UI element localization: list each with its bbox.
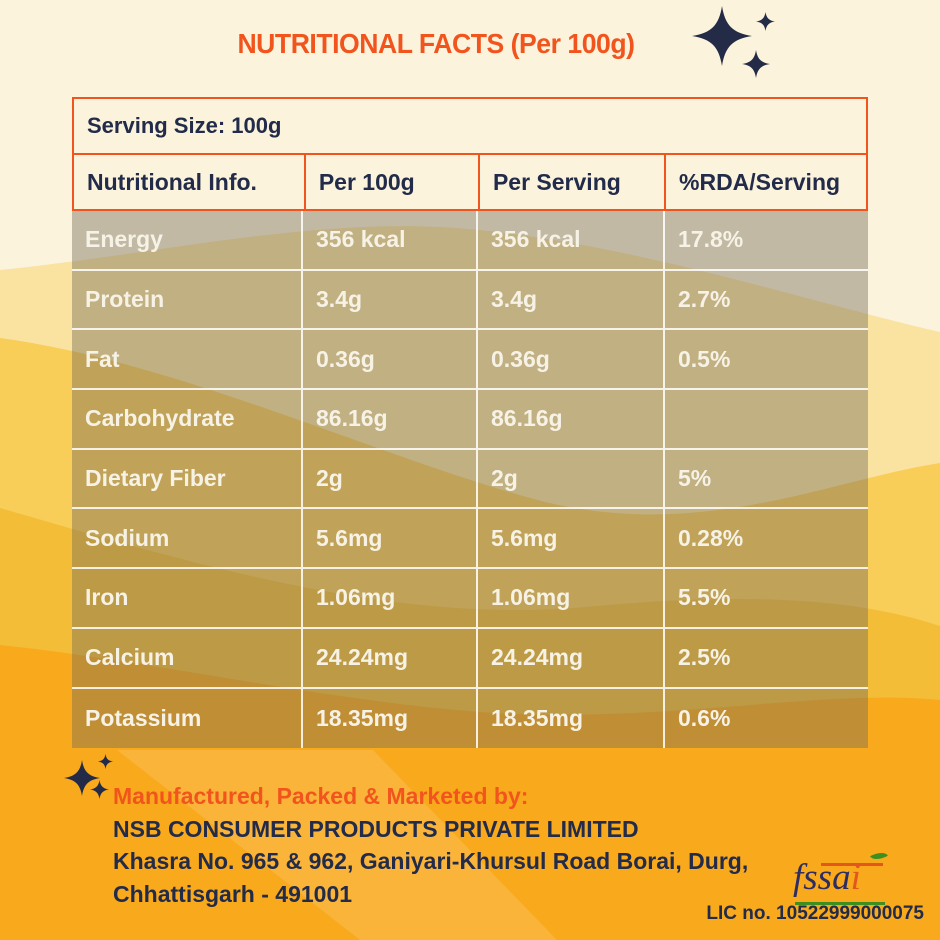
nutrient-per-serving: 3.4g	[478, 270, 665, 331]
nutrient-rda	[665, 390, 868, 450]
serving-size-row: Serving Size: 100g	[72, 97, 868, 155]
nutrient-per-100g: 3.4g	[303, 270, 478, 331]
table-row: Calcium 24.24mg 24.24mg 2.5%	[72, 628, 868, 689]
nutrient-per-100g: 86.16g	[303, 390, 478, 450]
table-row: Sodium 5.6mg 5.6mg 0.28%	[72, 509, 868, 570]
nutrient-name: Energy	[72, 211, 303, 271]
table-header-row: Nutritional Info. Per 100g Per Serving %…	[72, 153, 868, 211]
table-row: Potassium 18.35mg 18.35mg 0.6%	[72, 688, 868, 749]
nutrient-per-100g: 0.36g	[303, 330, 478, 391]
nutrition-table-body: Energy 356 kcal 356 kcal 17.8% Protein 3…	[72, 211, 868, 749]
serving-size-label: Serving Size: 100g	[87, 113, 282, 138]
nutrient-rda: 5%	[665, 449, 868, 510]
table-row: Carbohydrate 86.16g 86.16g	[72, 390, 868, 450]
nutrient-name: Iron	[72, 569, 303, 629]
sparkle-cluster-footer-icon	[64, 754, 113, 799]
fssai-underline	[795, 902, 885, 905]
nutrient-per-serving: 0.36g	[478, 330, 665, 391]
nutrient-rda: 2.5%	[665, 628, 868, 689]
page-title: NUTRITIONAL FACTS (Per 100g)	[237, 28, 635, 59]
nutrient-per-serving: 1.06mg	[478, 569, 665, 629]
nutrient-per-serving: 2g	[478, 449, 665, 510]
nutrient-per-100g: 356 kcal	[303, 211, 478, 271]
table-row: Fat 0.36g 0.36g 0.5%	[72, 330, 868, 391]
address-line-1: Khasra No. 965 & 962, Ganiyari-Khursul R…	[113, 848, 749, 874]
nutrient-name: Calcium	[72, 628, 303, 689]
table-row: Protein 3.4g 3.4g 2.7%	[72, 270, 868, 331]
nutrient-name: Fat	[72, 330, 303, 391]
nutrient-per-100g: 5.6mg	[303, 509, 478, 570]
nutrient-rda: 0.6%	[665, 688, 868, 749]
license-number: LIC no. 10522999000075	[706, 903, 924, 924]
nutrient-per-serving: 24.24mg	[478, 628, 665, 689]
nutrient-rda: 2.7%	[665, 270, 868, 331]
manufacturer-block: Manufactured, Packed & Marketed by: NSB …	[113, 780, 748, 910]
nutrient-per-serving: 18.35mg	[478, 688, 665, 749]
column-header-per-serving: Per Serving	[477, 155, 664, 209]
fssai-logo: fssai	[793, 848, 889, 908]
nutrient-per-serving: 356 kcal	[478, 211, 665, 271]
nutrition-table: Serving Size: 100g Nutritional Info. Per…	[72, 97, 868, 749]
nutrient-rda: 0.5%	[665, 330, 868, 391]
nutrient-rda: 0.28%	[665, 509, 868, 570]
nutrient-per-100g: 1.06mg	[303, 569, 478, 629]
nutrient-name: Sodium	[72, 509, 303, 570]
column-header-per-100g: Per 100g	[303, 155, 478, 209]
table-row: Dietary Fiber 2g 2g 5%	[72, 449, 868, 510]
nutrient-per-100g: 2g	[303, 449, 478, 510]
address-line-2: Chhattisgarh - 491001	[113, 880, 353, 907]
company-name: NSB CONSUMER PRODUCTS PRIVATE LIMITED	[113, 815, 639, 842]
fssai-text-i: i	[850, 857, 861, 898]
nutrient-per-100g: 18.35mg	[303, 688, 478, 749]
nutrient-name: Dietary Fiber	[72, 449, 303, 510]
sparkle-cluster-top-icon	[692, 6, 775, 78]
column-header-rda: %RDA/Serving	[664, 155, 866, 209]
manufacturer-heading: Manufactured, Packed & Marketed by:	[113, 783, 529, 809]
nutrient-per-serving: 5.6mg	[478, 509, 665, 570]
nutrient-per-100g: 24.24mg	[303, 628, 478, 689]
nutrient-name: Protein	[72, 270, 303, 331]
nutrient-name: Carbohydrate	[72, 390, 303, 450]
table-row: Iron 1.06mg 1.06mg 5.5%	[72, 569, 868, 629]
nutrient-per-serving: 86.16g	[478, 390, 665, 450]
column-header-nutritional-info: Nutritional Info.	[87, 168, 257, 195]
table-row: Energy 356 kcal 356 kcal 17.8%	[72, 211, 868, 271]
nutrient-rda: 17.8%	[665, 211, 868, 271]
nutrient-rda: 5.5%	[665, 569, 868, 629]
nutrient-name: Potassium	[72, 688, 303, 749]
fssai-topbar	[821, 863, 883, 866]
